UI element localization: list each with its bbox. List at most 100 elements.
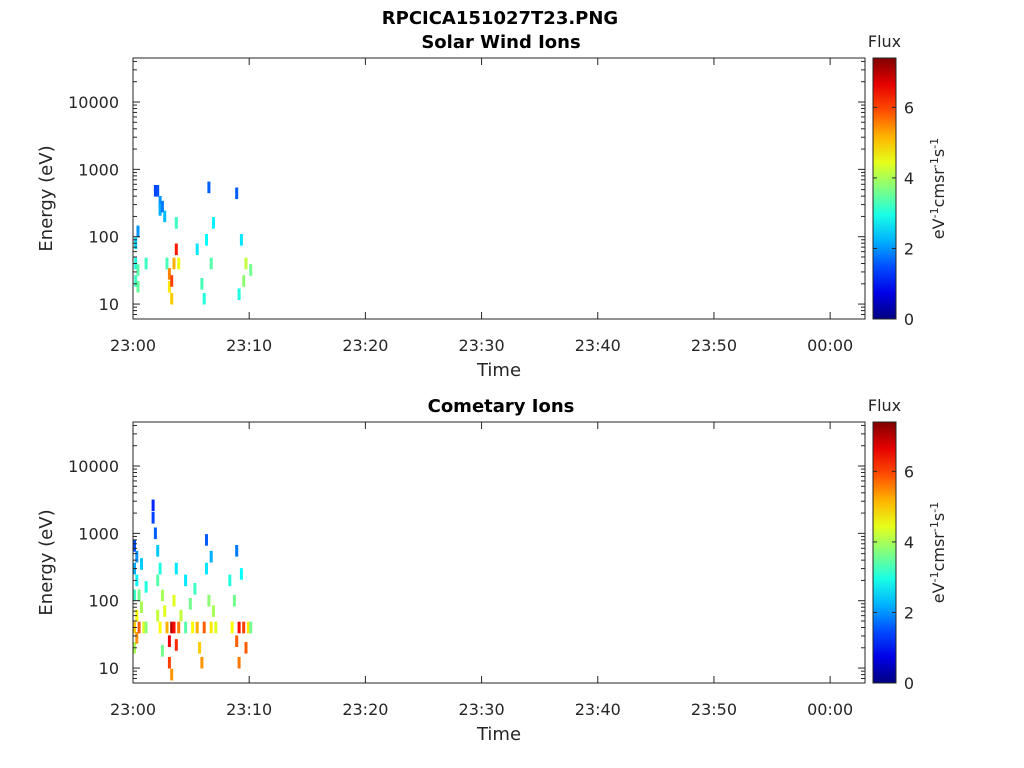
y-tick-label: 10000 — [68, 93, 119, 112]
heatmap-cell — [167, 281, 171, 293]
heatmap-cell — [212, 605, 215, 617]
colorbar-tick-label: 2 — [904, 239, 914, 258]
heatmap-cell — [134, 275, 138, 287]
heatmap-cells — [133, 499, 253, 681]
heatmap-cell — [158, 196, 162, 208]
heatmap-cell — [174, 217, 178, 229]
colorbar-tick-label: 2 — [904, 603, 914, 622]
heatmap-cell — [172, 257, 176, 270]
heatmap-cell — [177, 257, 181, 270]
colorbar-title: Flux — [868, 396, 901, 415]
heatmap-cell — [165, 621, 169, 634]
heatmap-cell — [205, 562, 208, 575]
heatmap-cell — [202, 621, 206, 634]
heatmap-cell — [156, 574, 160, 587]
heatmap-cell — [133, 589, 136, 602]
heatmap-cell — [212, 217, 215, 229]
heatmap-cell — [209, 621, 213, 634]
colorbar — [872, 57, 897, 320]
heatmap-cell — [209, 550, 213, 563]
heatmap-cell — [156, 545, 160, 557]
heatmap-cell — [174, 639, 178, 651]
heatmap-cell — [239, 568, 243, 580]
heatmap-cell — [167, 656, 171, 669]
heatmap-cell — [167, 635, 171, 647]
x-tick-label: 00:00 — [807, 700, 853, 719]
colorbar — [872, 421, 897, 684]
heatmap-cell — [170, 668, 174, 681]
x-tick-label: 23:30 — [459, 336, 505, 355]
heatmap-cell — [174, 562, 178, 575]
x-tick-label: 23:20 — [342, 700, 388, 719]
x-tick-label: 23:00 — [110, 700, 156, 719]
heatmap-cell — [237, 288, 241, 300]
heatmap-cells — [134, 181, 253, 305]
colorbar-tick-label: 0 — [904, 310, 914, 329]
heatmap-cell — [135, 632, 139, 644]
heatmap-cell — [140, 558, 143, 570]
heatmap-cell — [205, 234, 208, 246]
x-tick-label: 23:20 — [342, 336, 388, 355]
heatmap-cell — [158, 562, 162, 575]
heatmap-cell — [202, 292, 206, 305]
heatmap-cell — [246, 621, 250, 634]
axes-box — [132, 57, 866, 320]
heatmap-cell — [207, 594, 211, 607]
heatmap-cell — [230, 621, 234, 634]
y-tick-label: 100 — [88, 592, 119, 611]
heatmap-cell — [142, 621, 146, 634]
heatmap-cell — [156, 185, 160, 197]
heatmap-cell — [244, 257, 248, 270]
heatmap-cell — [165, 257, 169, 270]
x-tick-label: 23:50 — [691, 336, 737, 355]
x-axis-label: Time — [476, 360, 521, 381]
heatmap-cell — [137, 589, 141, 602]
colorbar-title: Flux — [868, 32, 901, 51]
y-tick-label: 1000 — [78, 524, 119, 543]
heatmap-cell — [184, 574, 188, 587]
heatmap-cell — [136, 225, 140, 238]
heatmap-cell — [136, 281, 140, 293]
heatmap-cell — [200, 656, 204, 669]
heatmap-cell — [195, 621, 199, 634]
heatmap-cell — [207, 181, 211, 194]
y-tick-label: 10 — [99, 295, 119, 314]
heatmap-cell — [249, 621, 253, 634]
heatmap-cell — [136, 264, 140, 276]
y-tick-label: 10000 — [68, 457, 119, 476]
colorbar-tick-label: 0 — [904, 674, 914, 693]
heatmap-cell — [200, 278, 204, 290]
heatmap-cell — [237, 621, 241, 634]
heatmap-cell — [172, 621, 176, 634]
heatmap-cell — [195, 243, 199, 256]
colorbar-label: eV-1cmsr-1s-1 — [928, 502, 949, 603]
heatmap-cell — [184, 621, 188, 634]
heatmap-cell — [137, 621, 141, 634]
y-tick-label: 10 — [99, 659, 119, 678]
panel-cometary-ions: Cometary Ions 23:00 23:10 23:20 23:30 23:40 23… — [36, 396, 948, 745]
figure-title: RPCICA151027T23.PNG — [382, 8, 618, 29]
heatmap-cell — [158, 204, 162, 216]
heatmap-cell — [156, 609, 160, 622]
x-tick-label: 23:00 — [110, 336, 156, 355]
y-tick-label: 100 — [88, 228, 119, 247]
heatmap-cell — [153, 527, 157, 540]
panel-solar-wind-ions: Solar Wind Ions 23:00 23:10 23:20 23:30 23:40… — [36, 32, 948, 381]
heatmap-cell — [237, 656, 241, 669]
y-tick-label: 1000 — [78, 160, 119, 179]
heatmap-cell — [151, 499, 155, 512]
heatmap-cell — [242, 621, 246, 634]
heatmap-cell — [140, 601, 143, 613]
heatmap-cell — [235, 187, 239, 200]
colorbar-tick-label: 4 — [904, 169, 914, 188]
x-tick-label: 23:50 — [691, 700, 737, 719]
y-axis-label: Energy (eV) — [36, 145, 57, 251]
heatmap-cell — [163, 605, 167, 617]
heatmap-cell — [163, 210, 167, 223]
panel-title: Solar Wind Ions — [421, 32, 580, 53]
heatmap-cell — [160, 589, 164, 602]
heatmap-cell — [214, 621, 218, 634]
axes-box — [132, 421, 866, 684]
x-tick-label: 23:40 — [575, 700, 621, 719]
heatmap-cell — [239, 234, 243, 246]
